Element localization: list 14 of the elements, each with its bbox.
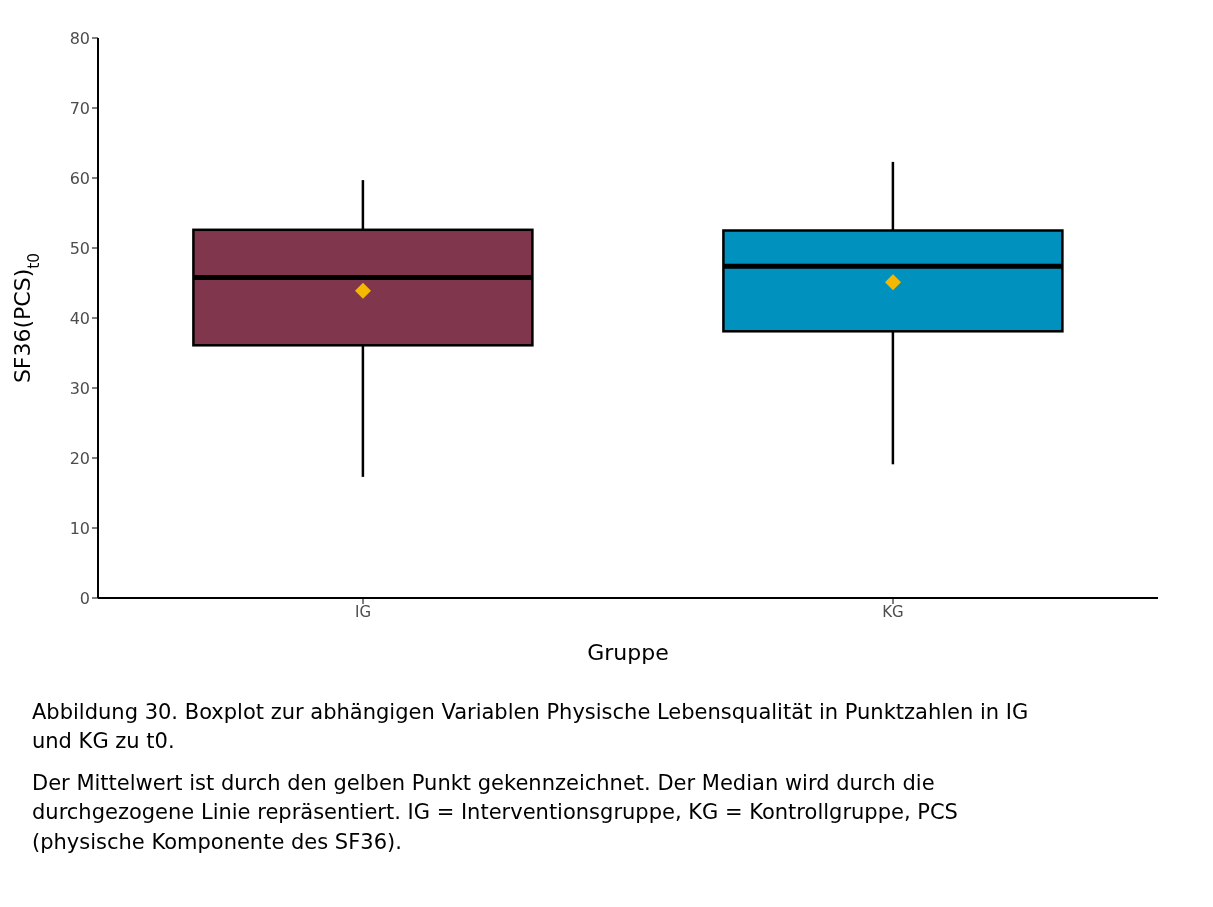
text: Der Mittelwert ist durch den gelben Punkt gekennzeichnet. Der Median wird durch die durchgezogene Linie repräsentiert. IG = Interventionsgruppe, KG = Kontrollgruppe, PCS (physische Komponente des SF36). [32, 769, 959, 856]
x-tick-label: IG [354, 602, 372, 621]
y-tick-label: 80 [69, 28, 90, 48]
text: Abbildung 30. Boxplot zur abhängigen Variablen Physische Lebensqualität in Punktzahlen in IG und KG zu t0. [32, 699, 1030, 756]
y-tick-label: 40 [69, 308, 90, 328]
y-tick-label: 70 [69, 98, 90, 118]
x-tick-label: KG [882, 602, 904, 621]
y-tick-label: 0 [79, 588, 90, 608]
x-axis-title: Gruppe [587, 640, 669, 665]
y-tick-label: 10 [69, 518, 90, 538]
y-tick-label: 60 [69, 168, 90, 188]
y-tick-label: 50 [69, 238, 90, 258]
y-tick-label: 20 [69, 448, 90, 468]
y-tick-label: 30 [69, 378, 90, 398]
